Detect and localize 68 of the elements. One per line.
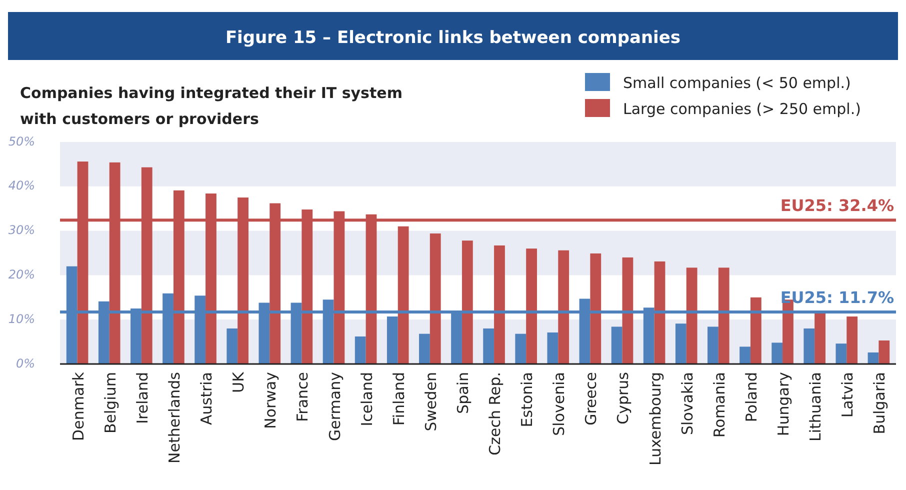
bar <box>686 268 698 364</box>
x-tick-label: Ireland <box>133 372 152 424</box>
bar <box>718 268 730 364</box>
x-tick-label: Slovakia <box>678 372 696 435</box>
x-tick-label: Iceland <box>358 372 376 426</box>
bar <box>611 326 622 364</box>
x-tick-label: Finland <box>390 372 408 426</box>
legend-label: Large companies (> 250 empl.) <box>623 100 861 118</box>
bar <box>654 261 666 364</box>
x-tick-label: Poland <box>742 372 760 422</box>
chart-subtitle: Companies having integrated their IT system with customers or providers <box>20 84 402 128</box>
y-tick-label: 50% <box>8 134 35 148</box>
x-tick-label: Luxembourg <box>646 372 664 466</box>
legend-label: Small companies (< 50 empl.) <box>623 74 851 92</box>
y-tick-label: 0% <box>16 356 35 370</box>
x-tick-label: Lithuania <box>806 372 825 442</box>
bar <box>750 297 762 364</box>
x-tick-label: Romania <box>710 372 728 438</box>
bar <box>740 346 750 364</box>
y-tick-label: 30% <box>8 223 35 238</box>
bar <box>354 336 366 364</box>
bar <box>708 326 718 364</box>
bar <box>772 342 783 364</box>
bar <box>398 226 409 364</box>
x-tick-label: Estonia <box>518 372 536 428</box>
x-tick-label: Austria <box>198 372 216 425</box>
x-tick-label: Greece <box>582 372 600 426</box>
x-tick-label: Bulgaria <box>870 372 889 434</box>
x-tick-label: Sweden <box>422 372 440 432</box>
x-tick-label: Slovenia <box>550 372 568 436</box>
y-tick-label: 20% <box>8 267 35 282</box>
bar <box>590 253 602 364</box>
x-tick-label: Spain <box>454 372 472 414</box>
bar <box>462 240 473 364</box>
ref-line-label: EU25: 11.7% <box>780 288 894 308</box>
x-tick-label: UK <box>230 370 248 393</box>
bar <box>804 328 815 364</box>
ref-line-label: EU25: 32.4% <box>780 196 894 216</box>
x-tick-label: Hungary <box>774 372 793 436</box>
bar <box>386 316 398 364</box>
bar <box>494 245 505 364</box>
x-tick-label: Cyprus <box>614 372 632 424</box>
y-tick-label: 10% <box>8 312 35 326</box>
bar <box>483 328 494 364</box>
x-tick-label: Germany <box>326 372 344 441</box>
bar <box>836 344 847 364</box>
bar <box>878 340 890 364</box>
chart-title: Figure 15 – Electronic links between companies <box>225 28 681 48</box>
bar <box>868 352 879 364</box>
x-tick-label: Latvia <box>838 372 857 418</box>
x-tick-label: Norway <box>262 372 280 429</box>
bar <box>547 332 558 364</box>
x-tick-label: France <box>294 372 312 422</box>
x-tick-label: Denmark <box>69 372 88 441</box>
y-tick-label: 40% <box>8 178 35 193</box>
bar <box>675 324 686 364</box>
x-tick-label: Czech Rep. <box>486 372 504 456</box>
bar <box>226 328 238 364</box>
bar <box>430 233 441 364</box>
bar <box>419 334 430 364</box>
x-tick-label: Netherlands <box>165 372 184 464</box>
x-tick-label: Belgium <box>101 372 120 434</box>
bar <box>515 334 526 364</box>
bar <box>622 257 634 364</box>
bar <box>814 312 826 364</box>
bar <box>526 248 537 364</box>
bar <box>846 316 858 364</box>
bar <box>558 250 570 364</box>
